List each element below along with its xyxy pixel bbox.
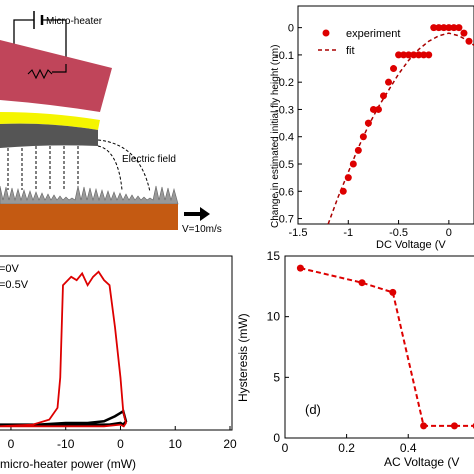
experiment-point	[339, 187, 347, 195]
fit-layer	[327, 32, 474, 225]
y-tick-label: 0	[288, 23, 294, 35]
schematic-panel: Micro-heater Electric field V=10m/s	[0, 11, 222, 235]
slider-body	[0, 40, 112, 112]
chart-heater-power: 0 -10 0 10 20 =0V =0.5V micro-heater power (…	[0, 255, 237, 471]
x-tick-label: 0	[8, 437, 15, 451]
experiment-point	[455, 24, 463, 32]
tick-layer: 0 0.2 0.4 0 5 10 15	[267, 249, 417, 455]
experiment-point	[405, 51, 413, 59]
x-tick-label: -10	[57, 437, 75, 451]
plot-frame	[0, 255, 233, 431]
experiment-point	[465, 37, 473, 45]
y-tick-label: -0.4	[275, 132, 294, 144]
motion-arrow-icon	[184, 207, 210, 221]
legend-label-0v: =0V	[0, 263, 20, 275]
x-tick-label: -1	[343, 227, 353, 239]
chart-ac-voltage: 0 0.2 0.4 0 5 10 15 AC Voltage (V Hysteresis (…	[236, 249, 474, 469]
legend: experiment fit	[318, 28, 400, 57]
pole-layer	[0, 112, 100, 130]
plot-frame	[297, 5, 474, 225]
x-tick-label: 0	[282, 441, 289, 455]
experiment-point	[374, 105, 382, 113]
field-label: Electric field	[122, 154, 176, 165]
hysteresis-line	[300, 267, 474, 427]
experiment-point	[425, 51, 433, 59]
experiment-point	[415, 51, 423, 59]
experiment-point	[400, 51, 408, 59]
resistor-wire	[52, 64, 67, 73]
substrate	[0, 204, 178, 230]
legend-label-experiment: experiment	[346, 28, 400, 40]
experiment-point	[354, 146, 362, 154]
y-tick-label: -0.1	[275, 50, 294, 62]
panel-label-d: (d)	[305, 402, 321, 417]
hysteresis-layer	[296, 264, 474, 430]
y-tick-label: -0.3	[275, 104, 294, 116]
x-tick-label: -0.5	[389, 227, 408, 239]
y-tick-label: 5	[273, 370, 280, 384]
slider-base	[0, 123, 98, 148]
fit-line	[327, 32, 474, 225]
hysteresis-point	[420, 422, 428, 430]
field-lines	[7, 139, 151, 193]
experiment-point	[430, 24, 438, 32]
x-axis-label: AC Voltage (V	[384, 455, 459, 469]
heater-label: Micro-heater	[46, 16, 103, 27]
chart-dc-voltage: -1.5 -1 -0.5 0 0 -0.1 -0.2 -0.3 -0.4 -0.5 -0.6 -0.7…	[270, 5, 474, 251]
experiment-point	[420, 51, 428, 59]
experiment-point	[385, 78, 393, 86]
x-tick-label: 20	[223, 437, 237, 451]
x-tick-label: -1.5	[289, 227, 308, 239]
tick-layer: -1.5 -1 -0.5 0 0 -0.1 -0.2 -0.3 -0.4 -0.5 -0.6 -0.7	[275, 23, 452, 239]
loop-line-1	[0, 270, 127, 428]
x-axis-label: DC Voltage (V	[376, 239, 446, 251]
legend-marker-experiment	[322, 29, 330, 37]
legend-label-fit: fit	[346, 45, 355, 57]
y-tick-label: 0	[273, 431, 280, 445]
experiment-point	[364, 119, 372, 127]
experiment-point	[435, 24, 443, 32]
y-tick-label: -0.7	[275, 214, 294, 226]
x-tick-label: 0	[117, 437, 124, 451]
experiment-point	[395, 51, 403, 59]
x-tick-label: 0	[446, 227, 452, 239]
experiment-point	[344, 174, 352, 182]
experiment-points-layer	[339, 24, 473, 195]
x-tick-label: 0.4	[400, 441, 417, 455]
tick-layer: 0 -10 0 10 20	[8, 426, 237, 451]
rough-surface	[0, 185, 179, 205]
y-tick-label: -0.6	[275, 186, 294, 198]
y-tick-label: -0.5	[275, 159, 294, 171]
hysteresis-point	[296, 264, 304, 272]
experiment-point	[445, 24, 453, 32]
experiment-point	[369, 105, 377, 113]
experiment-point	[410, 51, 418, 59]
loop-lines-layer	[0, 270, 128, 428]
loop-line-0	[0, 409, 128, 427]
resistor-icon	[27, 68, 53, 80]
y-tick-label: 15	[267, 249, 281, 263]
y-axis-label: Change in estimated initial fly height (…	[270, 45, 281, 228]
hysteresis-point	[358, 279, 366, 287]
y-tick-label: -0.2	[275, 77, 294, 89]
experiment-point	[460, 29, 468, 37]
y-axis-label: Hysteresis (mW)	[236, 313, 250, 402]
legend-label-05v: =0.5V	[0, 279, 29, 291]
experiment-point	[440, 24, 448, 32]
plot-frame	[284, 255, 474, 439]
hysteresis-point	[450, 422, 458, 430]
hysteresis-point	[389, 288, 397, 296]
speed-label: V=10m/s	[182, 224, 222, 235]
experiment-point	[390, 65, 398, 73]
experiment-point	[359, 133, 367, 141]
experiment-point	[450, 24, 458, 32]
experiment-point	[379, 92, 387, 100]
x-axis-label: micro-heater power (mW)	[0, 457, 136, 471]
y-tick-label: 10	[267, 310, 281, 324]
experiment-point	[349, 160, 357, 168]
x-tick-label: 0.2	[338, 441, 355, 455]
x-tick-label: 10	[169, 437, 183, 451]
